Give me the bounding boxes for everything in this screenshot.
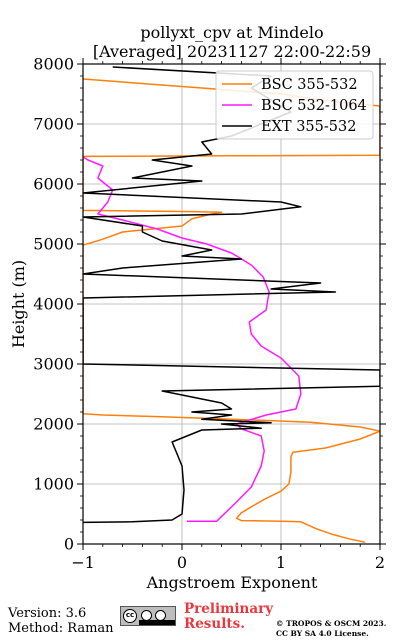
chart-title: pollyxt_cpv at Mindelo bbox=[140, 23, 323, 42]
legend: BSC 355-532 BSC 532-1064 EXT 355-532 bbox=[215, 70, 374, 140]
copyright-line2: CC BY SA 4.0 License. bbox=[276, 629, 369, 638]
legend-label-3: EXT 355-532 bbox=[261, 119, 356, 135]
cc-by-sa-icon: cc bbox=[120, 606, 176, 626]
series-line-3 bbox=[83, 66, 380, 524]
chart-subtitle: [Averaged] 20231127 22:00-22:59 bbox=[93, 42, 371, 61]
y-tick-label: 2000 bbox=[33, 415, 74, 434]
y-tick-label: 7000 bbox=[33, 115, 74, 134]
legend-label-1: BSC 355-532 bbox=[261, 77, 358, 93]
x-tick-label: 2 bbox=[375, 553, 385, 572]
series-line-2 bbox=[83, 156, 302, 522]
copyright-notice: © TROPOS & OSCM 2023. CC BY SA 4.0 Licen… bbox=[276, 619, 386, 639]
x-tick-label: 0 bbox=[177, 553, 187, 572]
copyright-line1: © TROPOS & OSCM 2023. bbox=[276, 619, 387, 628]
legend-label-2: BSC 532-1064 bbox=[261, 98, 367, 114]
cc-icon: cc bbox=[123, 609, 137, 623]
axis-ticks bbox=[77, 58, 386, 550]
method-text: Method: Raman bbox=[8, 621, 114, 636]
y-tick-label: 5000 bbox=[33, 235, 74, 254]
legend-box bbox=[215, 70, 374, 140]
version-text: Version: 3.6 bbox=[8, 606, 87, 621]
y-tick-label: 3000 bbox=[33, 355, 74, 374]
x-tick-label: 1 bbox=[276, 553, 286, 572]
series-line-1 bbox=[83, 78, 380, 543]
preliminary-line1: Preliminary bbox=[184, 601, 274, 617]
x-axis-label: Angstroem Exponent bbox=[146, 573, 318, 592]
y-tick-label: 4000 bbox=[33, 295, 74, 314]
series-group bbox=[83, 66, 380, 543]
y-tick-label: 0 bbox=[64, 535, 74, 554]
preliminary-notice: Preliminary Results. bbox=[184, 602, 273, 632]
x-tick-label: −1 bbox=[71, 553, 95, 572]
y-tick-label: 6000 bbox=[33, 175, 74, 194]
badge-strip bbox=[139, 620, 175, 625]
y-tick-label: 1000 bbox=[33, 475, 74, 494]
y-axis-label: Height (m) bbox=[9, 260, 28, 348]
y-tick-label: 8000 bbox=[33, 55, 74, 74]
preliminary-line2: Results. bbox=[184, 616, 245, 632]
